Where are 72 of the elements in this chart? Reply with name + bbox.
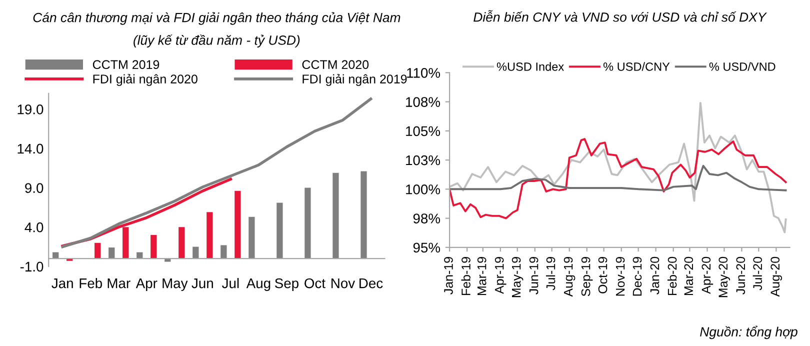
legend-label: FDI giải ngân 2020 [93, 74, 198, 86]
x-tick-label: Feb-19 [461, 257, 470, 295]
x-tick-label: Aug-20 [770, 256, 782, 297]
chart-title: Diễn biến CNY và VND so với USD và chỉ số DXY [474, 10, 767, 22]
bar [332, 172, 339, 259]
x-tick-label: Nov [332, 278, 356, 288]
bar [108, 248, 115, 259]
legend-label: % USD/CNY [603, 62, 670, 71]
y-tick-label: 95% [413, 242, 440, 253]
legend-label: CCTM 2020 [302, 60, 369, 70]
bar [192, 246, 199, 259]
y-tick-label: 9.0 [25, 183, 44, 193]
x-tick-label: Mar-19 [477, 257, 486, 295]
x-tick-label: Nov-19 [616, 257, 625, 296]
bar [94, 242, 101, 259]
x-tick-label: Jan [52, 278, 73, 288]
y-tick-label: 19.0 [18, 104, 44, 114]
x-tick-label: May-20 [718, 256, 730, 298]
x-tick-label: May [162, 278, 188, 291]
y-tick-label: -1.0 [20, 262, 44, 272]
x-tick-label: Jun-19 [529, 257, 538, 294]
legend-label: FDI giải ngân 2019 [302, 74, 407, 86]
bar [178, 227, 185, 259]
x-tick-label: Sep-19 [581, 257, 593, 296]
x-tick-label: Jun [192, 278, 213, 288]
x-tick-label: Dec [360, 278, 383, 288]
legend-label: CCTM 2019 [92, 60, 160, 70]
y-tick-label: 14.0 [18, 144, 44, 154]
y-tick-label: 110% [407, 68, 440, 78]
chart-title: Cán cân thương mại và FDI giải ngân theo tháng của Việt Nam [33, 12, 400, 25]
line-series [61, 98, 372, 248]
x-tick-label: Apr [136, 278, 158, 291]
bar [220, 245, 227, 259]
bar [150, 234, 157, 259]
x-tick-label: Jul [222, 278, 239, 288]
bar [234, 190, 241, 259]
x-tick-label: Feb-20 [668, 256, 677, 295]
bar [304, 188, 311, 259]
bar [276, 202, 283, 259]
x-tick-label: Aug-19 [564, 257, 576, 297]
x-tick-label: Aug [246, 278, 270, 291]
y-tick-label: 100% [406, 184, 440, 194]
line-series [450, 164, 787, 192]
x-tick-label: Mar-20 [684, 256, 694, 295]
x-tick-label: Oct-19 [598, 257, 608, 294]
x-tick-label: Jun-20 [736, 256, 746, 294]
x-tick-label: May-19 [512, 257, 524, 298]
x-tick-label: Mar [108, 278, 130, 288]
y-tick-label: 98% [413, 214, 440, 224]
y-tick-label: 4.0 [24, 222, 44, 232]
x-tick-label: Sep [274, 278, 298, 291]
chart-subtitle: (lũy kế từ đầu năm - tỷ USD) [134, 34, 300, 48]
line-series [450, 102, 787, 234]
x-tick-label: Apr-19 [494, 257, 506, 294]
y-tick-label: 105% [406, 126, 440, 136]
text: Nguồn: tổng hợp [700, 326, 798, 340]
x-tick-label: Oct [304, 278, 326, 288]
x-tick-label: Dec-19 [632, 257, 642, 296]
x-tick-label: Feb [80, 278, 102, 288]
bar [206, 212, 213, 259]
y-tick-label: 108% [406, 97, 440, 107]
legend-label: % USD/VND [709, 62, 776, 71]
legend-label: %USD Index [496, 62, 564, 71]
line-series [450, 138, 787, 220]
x-tick-label: Jul-19 [546, 257, 556, 290]
x-tick-label: Jan-20 [650, 256, 660, 294]
x-tick-label: Jan-19 [444, 257, 453, 294]
x-tick-label: Apr-20 [702, 256, 714, 294]
y-tick-label: 103% [406, 155, 440, 166]
x-tick-label: Jul-20 [752, 256, 762, 290]
bar [248, 216, 255, 259]
bar [360, 171, 367, 259]
